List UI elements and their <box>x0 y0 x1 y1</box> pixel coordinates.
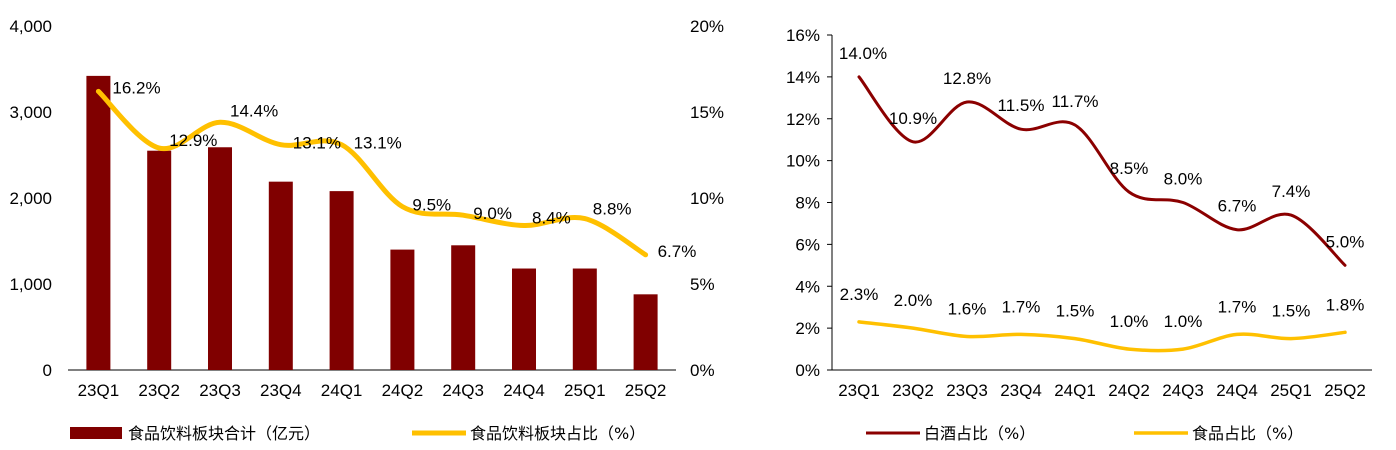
x-tick-label: 25Q1 <box>1270 381 1312 400</box>
y-tick-label: 3,000 <box>9 103 52 122</box>
data-label: 1.6% <box>948 300 987 319</box>
data-label: 7.4% <box>1272 182 1311 201</box>
data-label: 6.7% <box>658 242 697 261</box>
y2-tick-label: 20% <box>690 17 724 36</box>
bar <box>572 268 597 370</box>
x-tick-label: 24Q1 <box>321 381 363 400</box>
y-tick-label: 8% <box>795 194 820 213</box>
left-chart: 0 1,000 2,000 3,000 4,000 0% 5% 10% 15% 20% 23Q1 23… <box>9 17 724 443</box>
y2-tick-label: 5% <box>690 275 715 294</box>
data-label: 1.0% <box>1110 312 1149 331</box>
bar <box>390 249 415 370</box>
data-label: 8.4% <box>532 209 571 228</box>
x-tick-label: 24Q3 <box>1162 381 1204 400</box>
x-tick-label: 23Q1 <box>838 381 880 400</box>
data-label: 5.0% <box>1326 232 1365 251</box>
bar <box>208 147 232 370</box>
legend-label-line: 食品饮料板块占比（%） <box>470 424 645 443</box>
y-tick-label: 2,000 <box>9 189 52 208</box>
x-tick-label: 24Q2 <box>1108 381 1150 400</box>
y2-tick-label: 15% <box>690 103 724 122</box>
y2-tick-label: 10% <box>690 189 724 208</box>
line-series-share <box>95 88 649 258</box>
y-tick-label: 16% <box>786 26 820 45</box>
data-label: 8.0% <box>1164 170 1203 189</box>
data-label: 1.8% <box>1326 295 1365 314</box>
x-tick-label: 23Q4 <box>260 381 302 400</box>
y-tick-label: 6% <box>795 235 820 254</box>
data-label: 8.8% <box>593 200 632 219</box>
x-tick-label: 25Q1 <box>564 381 606 400</box>
data-label: 11.5% <box>998 96 1045 115</box>
data-label: 14.4% <box>230 101 278 120</box>
data-label: 2.0% <box>894 291 933 310</box>
line-series-food <box>857 320 1347 353</box>
data-label: 16.2% <box>112 78 160 97</box>
y-tick-label: 10% <box>786 152 820 171</box>
x-tick-label: 23Q2 <box>138 381 180 400</box>
x-tick-label: 24Q2 <box>382 381 424 400</box>
data-label: 9.5% <box>412 196 451 215</box>
x-tick-label: 24Q4 <box>503 381 545 400</box>
y-tick-label: 12% <box>786 110 820 129</box>
data-label: 8.5% <box>1110 159 1149 178</box>
x-tick-label: 24Q3 <box>442 381 484 400</box>
data-label: 1.5% <box>1056 302 1095 321</box>
data-label: 12.8% <box>943 69 991 88</box>
bar <box>512 268 536 370</box>
data-label: 1.0% <box>1164 312 1203 331</box>
y-tick-label: 0% <box>795 361 820 380</box>
bar <box>329 191 354 370</box>
x-tick-label: 23Q4 <box>1000 381 1042 400</box>
data-label: 2.3% <box>840 285 879 304</box>
data-label: 14.0% <box>839 44 887 63</box>
legend-label-bar: 食品饮料板块合计（亿元） <box>128 424 320 443</box>
x-tick-label: 23Q3 <box>946 381 988 400</box>
x-tick-label: 25Q2 <box>625 381 667 400</box>
bar <box>86 75 111 370</box>
legend-label-food: 食品占比（%） <box>1192 424 1303 443</box>
x-tick-label: 25Q2 <box>1324 381 1366 400</box>
data-label: 13.1% <box>354 134 402 153</box>
data-label: 9.0% <box>473 204 512 223</box>
data-label: 6.7% <box>1218 197 1257 216</box>
data-label: 10.9% <box>889 109 937 128</box>
bar <box>451 245 476 370</box>
y-tick-label: 4,000 <box>9 17 52 36</box>
right-chart: 0% 2% 4% 6% 8% 10% 12% 14% 16% 23Q1 23Q2 23Q3 23Q4 24… <box>786 26 1372 443</box>
bar <box>147 150 172 370</box>
legend-label-baijiu: 白酒占比（%） <box>924 424 1035 443</box>
data-label: 1.7% <box>1218 297 1257 316</box>
y-tick-label: 2% <box>795 319 820 338</box>
data-label: 13.1% <box>293 134 341 153</box>
y-tick-label: 1,000 <box>9 275 52 294</box>
y-tick-label: 0 <box>43 361 52 380</box>
x-tick-label: 24Q1 <box>1054 381 1096 400</box>
bar <box>268 181 293 370</box>
x-tick-label: 23Q2 <box>892 381 934 400</box>
legend-swatch-bar <box>70 427 122 439</box>
data-label: 1.5% <box>1272 302 1311 321</box>
x-tick-label: 23Q1 <box>78 381 120 400</box>
data-label: 12.9% <box>169 131 217 150</box>
y-tick-label: 14% <box>786 68 820 87</box>
y2-tick-label: 0% <box>690 361 715 380</box>
x-tick-label: 23Q3 <box>199 381 241 400</box>
bar <box>633 294 658 370</box>
x-tick-label: 24Q4 <box>1216 381 1258 400</box>
data-label: 11.7% <box>1052 92 1099 111</box>
y-tick-label: 4% <box>795 277 820 296</box>
line-series-baijiu <box>857 75 1347 267</box>
data-label: 1.7% <box>1002 297 1041 316</box>
